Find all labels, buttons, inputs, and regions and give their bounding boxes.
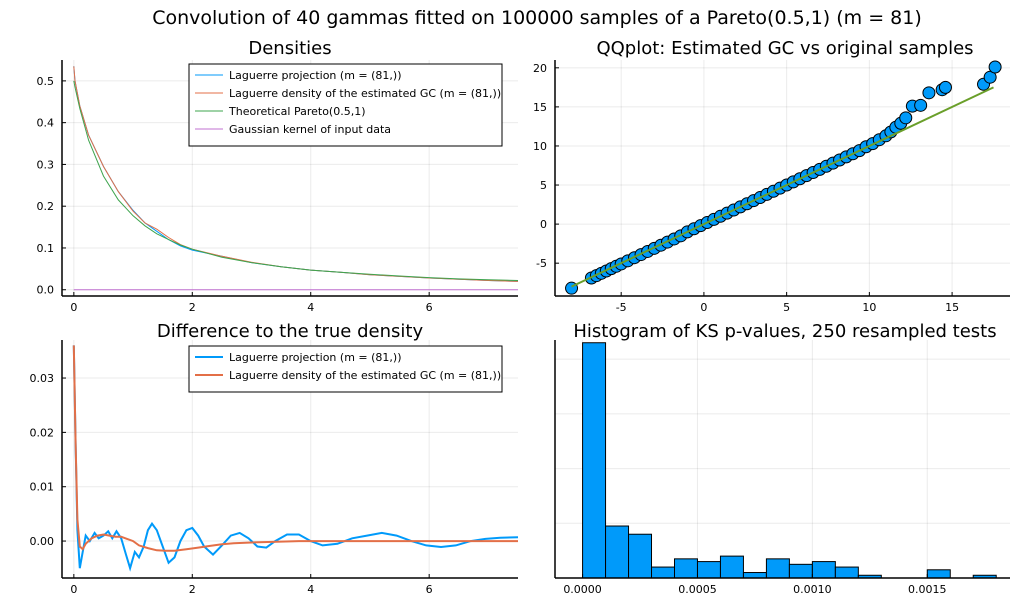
qq-point	[938, 80, 952, 94]
qq-point	[988, 60, 1002, 74]
y-tick-label: 0.01	[30, 481, 55, 494]
y-tick-label: 15	[533, 101, 547, 114]
x-tick-label: 6	[426, 583, 433, 596]
x-tick-label: 2	[189, 583, 196, 596]
x-tick-label: 4	[307, 301, 314, 314]
legend-label: Laguerre projection (m = (81,))	[229, 351, 401, 364]
x-tick-label: 0	[70, 583, 77, 596]
histogram-bar	[605, 525, 630, 579]
y-tick-label: 0.3	[37, 158, 55, 171]
x-tick-label: 0.0000	[563, 583, 602, 596]
x-tick-label: 10	[862, 301, 876, 314]
legend-label: Theoretical Pareto(0.5,1)	[228, 105, 366, 118]
qq-reference-line	[571, 86, 994, 288]
histogram-bar	[834, 566, 859, 579]
x-tick-label: 0.0005	[678, 583, 717, 596]
series-line-2	[72, 345, 518, 552]
histogram-bar	[811, 561, 836, 579]
qq-point	[914, 98, 928, 112]
histogram-bar	[788, 563, 813, 579]
y-tick-label: 5	[540, 179, 547, 192]
difference-title: Difference to the true density	[157, 321, 424, 342]
histogram-bar	[628, 533, 653, 579]
series-line-3	[73, 80, 519, 281]
x-tick-label: -5	[616, 301, 627, 314]
histogram-bar	[742, 572, 767, 579]
y-tick-label: 0.0	[37, 284, 55, 297]
y-tick-label: 0	[540, 218, 547, 231]
x-tick-label: 6	[426, 301, 433, 314]
histogram-bar	[651, 566, 675, 579]
legend-label: Gaussian kernel of input data	[229, 123, 391, 136]
histogram-bar	[926, 569, 951, 579]
x-tick-label: 5	[783, 301, 790, 314]
series-line-1	[72, 345, 519, 572]
difference-panel: Difference to the true density 0 2 4 6 0.00 0…	[30, 321, 519, 596]
y-tick-label: 0.02	[30, 426, 55, 439]
x-tick-label: 0	[70, 301, 77, 314]
histogram-bar	[582, 342, 607, 579]
figure-title: Convolution of 40 gammas fitted on 10000…	[152, 7, 922, 29]
legend-box	[188, 345, 503, 393]
qqplot-title: QQplot: Estimated GC vs original samples	[596, 38, 973, 59]
histogram-bar	[673, 558, 698, 579]
histogram-title: Histogram of KS p-values, 250 resampled …	[573, 321, 996, 342]
legend-label: Laguerre density of the estimated GC (m …	[229, 369, 501, 382]
y-tick-label: -5	[536, 257, 547, 270]
histogram-bar	[696, 561, 721, 579]
x-tick-label: 0.0010	[793, 583, 832, 596]
legend-label: Laguerre projection (m = (81,))	[229, 69, 401, 82]
histogram-bar	[719, 555, 744, 579]
legend-label: Laguerre density of the estimated GC (m …	[229, 87, 501, 100]
y-tick-label: 20	[533, 62, 547, 75]
y-tick-label: 0.2	[37, 200, 55, 213]
y-tick-label: 0.4	[37, 117, 55, 130]
qq-point	[899, 111, 913, 125]
x-tick-label: 0.0015	[908, 583, 947, 596]
densities-title: Densities	[248, 38, 331, 59]
x-tick-label: 15	[945, 301, 959, 314]
qqplot-panel: QQplot: Estimated GC vs original samples…	[533, 38, 1010, 314]
histogram-bar	[765, 558, 790, 579]
y-tick-label: 0.1	[37, 242, 55, 255]
qq-point	[922, 86, 936, 100]
x-tick-label: 0	[700, 301, 707, 314]
y-tick-label: 0.03	[30, 372, 55, 385]
legend-box	[188, 63, 503, 147]
y-tick-label: 0.5	[37, 75, 55, 88]
x-tick-label: 2	[189, 301, 196, 314]
y-tick-label: 0.00	[30, 535, 55, 548]
x-tick-label: 4	[307, 583, 314, 596]
histogram-panel: Histogram of KS p-values, 250 resampled …	[554, 321, 1010, 596]
densities-panel: Densities 0 2 4 6 0.0 0.1 0.2 0.3 0.4 0.5 Laguerr…	[37, 38, 519, 314]
y-tick-label: 10	[533, 140, 547, 153]
